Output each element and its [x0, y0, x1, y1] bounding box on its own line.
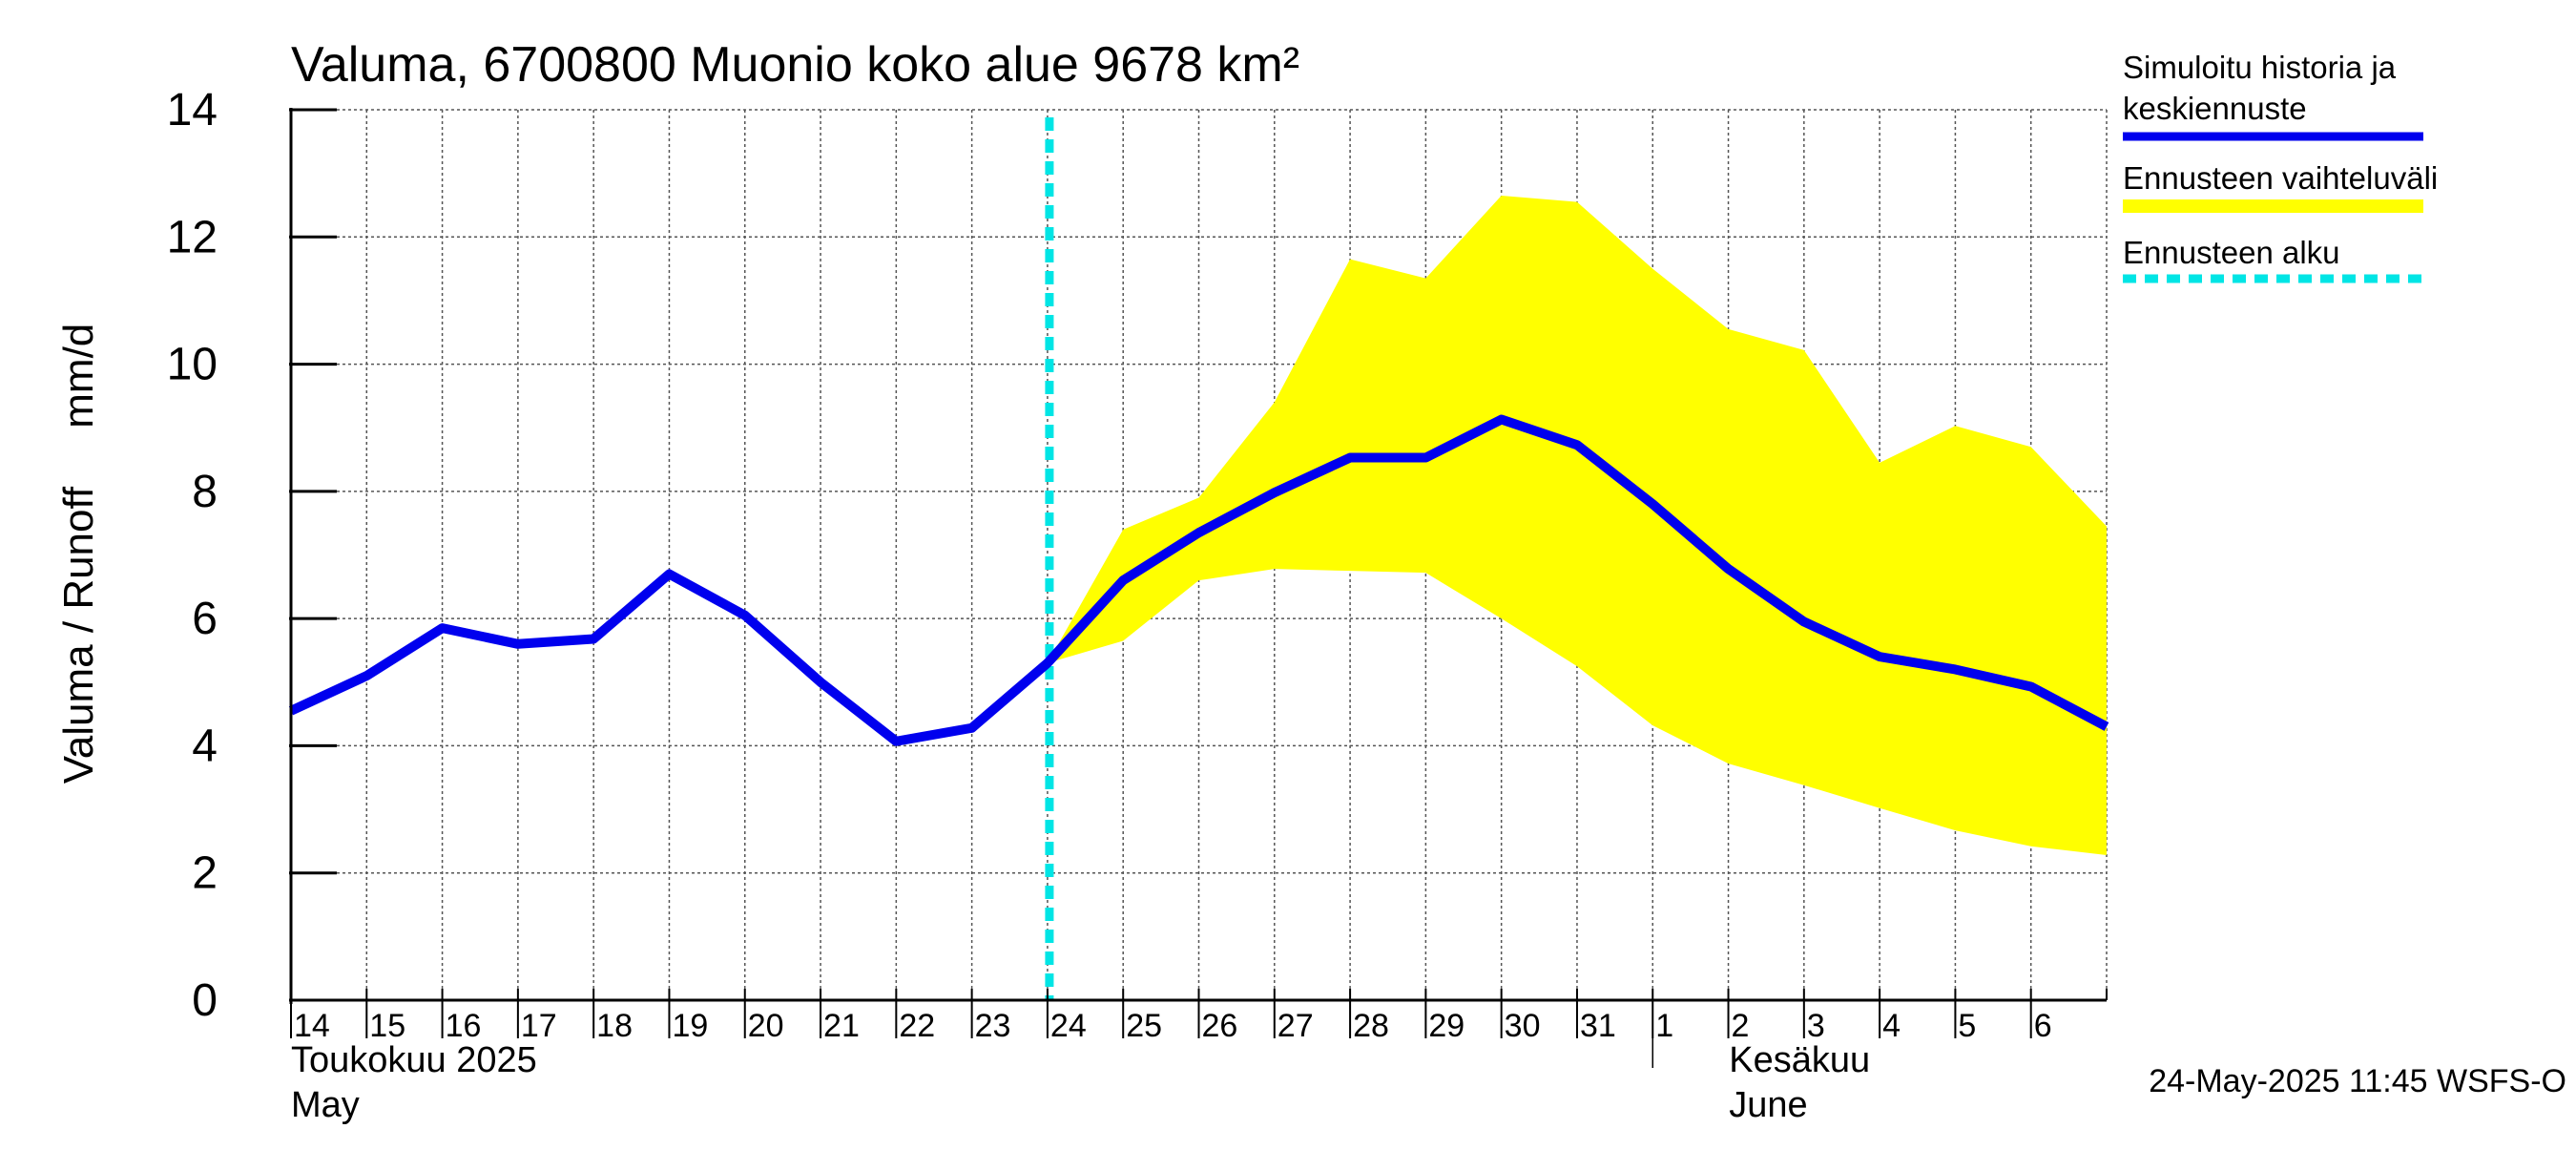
x-tick-label: 1 — [1655, 1008, 1673, 1044]
x-tick-label: 14 — [294, 1008, 330, 1044]
legend-label: Simuloitu historia ja — [2123, 50, 2397, 85]
x-tick-label: 19 — [672, 1008, 708, 1044]
x-tick-label: 27 — [1278, 1008, 1314, 1044]
legend: Simuloitu historia ja keskiennuste Ennuste… — [2123, 50, 2438, 283]
x-tick-label: 26 — [1202, 1008, 1238, 1044]
month-label: Kesäkuu — [1729, 1040, 1870, 1080]
y-axis-label: Valuma / Runoff mm/d — [55, 324, 102, 784]
y-tick-label: 8 — [192, 467, 218, 517]
x-tick-label: 15 — [369, 1008, 405, 1044]
x-tick-label: 16 — [446, 1008, 482, 1044]
forecast-range-band — [1047, 195, 2107, 856]
x-tick-label: 30 — [1505, 1008, 1541, 1044]
x-tick-label: 20 — [748, 1008, 784, 1044]
y-tick-label: 6 — [192, 594, 218, 644]
x-tick-label: 23 — [975, 1008, 1011, 1044]
x-tick-label: 22 — [899, 1008, 935, 1044]
y-tick-label: 0 — [192, 975, 218, 1026]
legend-label: Ennusteen alku — [2123, 235, 2340, 270]
x-tick-label: 25 — [1126, 1008, 1162, 1044]
x-tick-label: 4 — [1882, 1008, 1901, 1044]
y-tick-label: 4 — [192, 721, 218, 771]
legend-label: keskiennuste — [2123, 91, 2307, 126]
x-tick-label: 24 — [1050, 1008, 1087, 1044]
timestamp-footer: 24-May-2025 11:45 WSFS-O — [2149, 1063, 2566, 1099]
y-tick-label: 10 — [167, 340, 218, 390]
x-tick-label: 3 — [1807, 1008, 1825, 1044]
series-line-mean — [288, 414, 2109, 746]
series-layer — [288, 117, 2109, 1000]
x-tick-label: 28 — [1353, 1008, 1389, 1044]
x-tick-label: 6 — [2034, 1008, 2052, 1044]
forecast-band-layer — [1047, 195, 2107, 856]
month-label-en: June — [1729, 1085, 1807, 1125]
x-tick-label: 31 — [1580, 1008, 1616, 1044]
x-tick-label: 29 — [1428, 1008, 1465, 1044]
x-tick-label: 17 — [521, 1008, 557, 1044]
x-tick-label: 18 — [596, 1008, 633, 1044]
legend-label: Ennusteen vaihteluväli — [2123, 160, 2438, 196]
month-label-en: May — [291, 1085, 360, 1125]
x-tick-label: 21 — [823, 1008, 860, 1044]
chart-title: Valuma, 6700800 Muonio koko alue 9678 km… — [291, 37, 1299, 93]
x-tick-label: 2 — [1732, 1008, 1750, 1044]
month-label: Toukokuu 2025 — [291, 1040, 537, 1080]
y-tick-label: 2 — [192, 848, 218, 899]
x-tick-label: 5 — [1958, 1008, 1976, 1044]
y-tick-label: 12 — [167, 212, 218, 262]
y-tick-label: 14 — [167, 85, 218, 136]
